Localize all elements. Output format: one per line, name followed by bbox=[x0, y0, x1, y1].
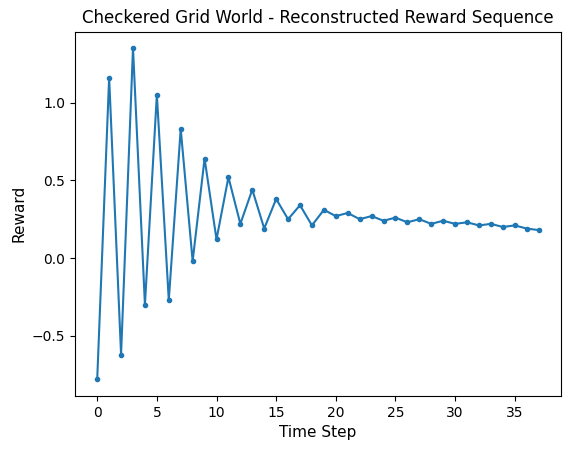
Y-axis label: Reward: Reward bbox=[12, 185, 27, 243]
X-axis label: Time Step: Time Step bbox=[279, 425, 357, 440]
Title: Checkered Grid World - Reconstructed Reward Sequence: Checkered Grid World - Reconstructed Rew… bbox=[82, 9, 554, 27]
